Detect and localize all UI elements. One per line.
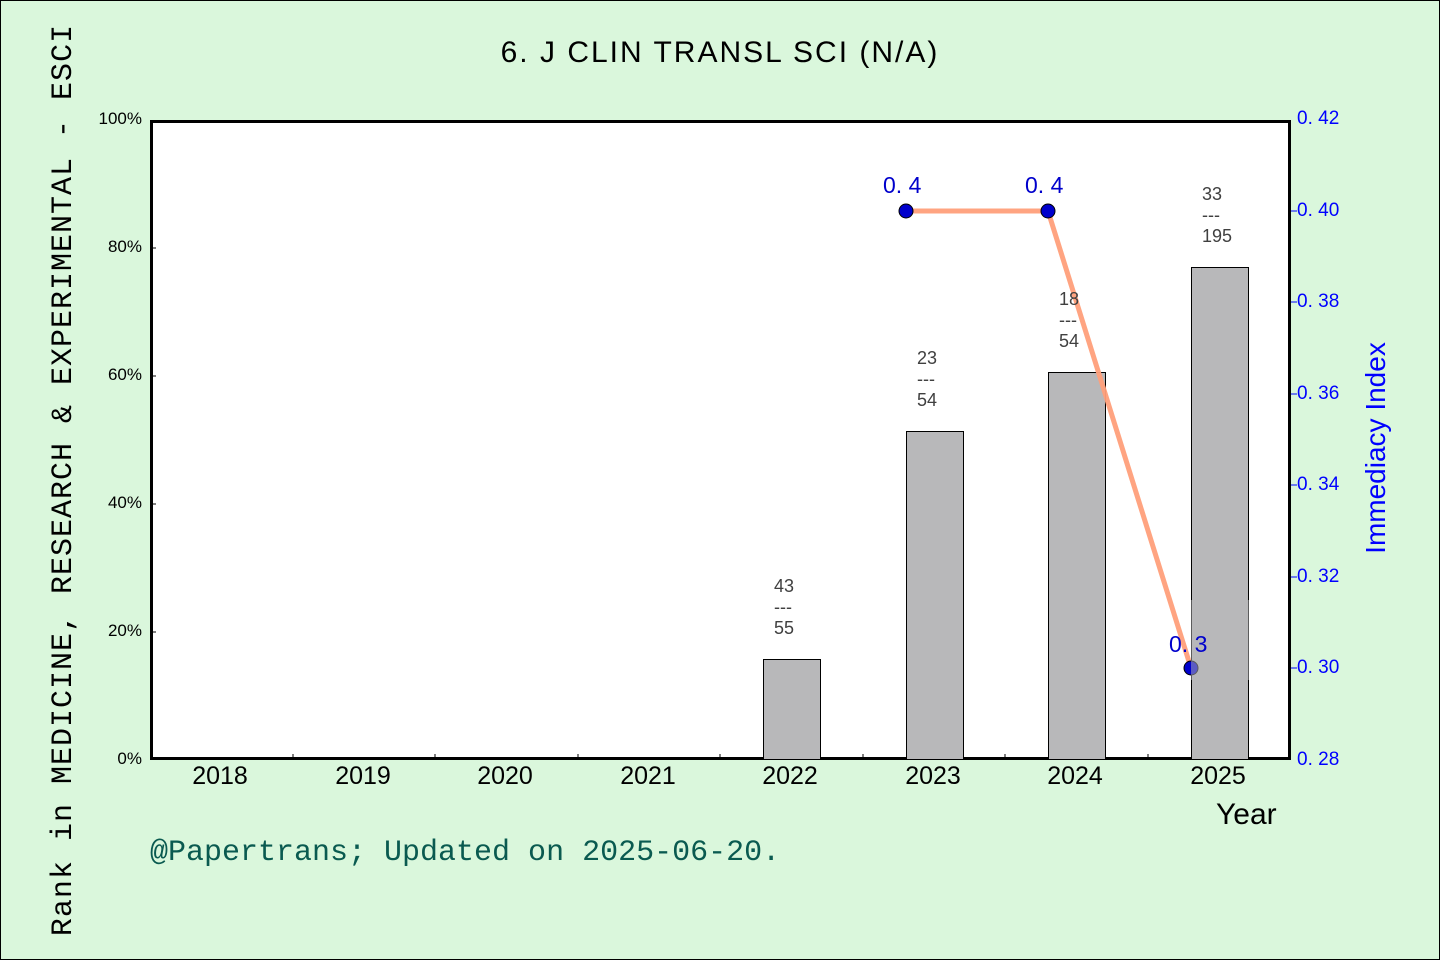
x-tick-2018: 2018	[192, 762, 248, 790]
left-tick-60: 60%	[107, 365, 142, 384]
fraction-label-2022: 43 --- 55	[774, 576, 795, 638]
right-tick-034: 0. 34	[1297, 474, 1340, 495]
right-tick-028: 0. 28	[1297, 749, 1340, 770]
fraction-label-2023: 23 --- 54	[917, 348, 938, 410]
right-tick-042: 0. 42	[1297, 108, 1340, 129]
x-tick-2019: 2019	[335, 762, 391, 790]
footer-credit: @Papertrans; Updated on 2025-06-20.	[150, 836, 781, 870]
x-tick-2021: 2021	[620, 762, 676, 790]
chart-title: 6. J CLIN TRANSL SCI (N/A)	[500, 36, 940, 69]
right-tick-038: 0. 38	[1297, 291, 1340, 312]
left-tick-100: 100%	[98, 109, 142, 128]
left-tick-20: 20%	[107, 621, 142, 640]
x-tick-2023: 2023	[905, 762, 961, 790]
right-tick-032: 0. 32	[1297, 566, 1340, 587]
left-tick-80: 80%	[107, 237, 142, 256]
bar-2023[interactable]	[906, 431, 964, 760]
left-tick-40: 40%	[107, 493, 142, 512]
right-tick-030: 0. 30	[1297, 657, 1340, 678]
left-tick-0: 0%	[117, 749, 142, 768]
fraction-label-2024: 18 --- 54	[1059, 289, 1080, 351]
bar-2022[interactable]	[763, 659, 821, 760]
point-label-2024: 0. 4	[1025, 172, 1064, 198]
x-tick-2024: 2024	[1047, 762, 1103, 790]
right-tick-036: 0. 36	[1297, 383, 1340, 404]
point-label-2025: 0. 3	[1169, 631, 1208, 657]
x-tick-2020: 2020	[477, 762, 533, 790]
x-tick-2025: 2025	[1190, 762, 1246, 790]
right-tick-040: 0. 40	[1297, 200, 1340, 221]
fraction-label-2025: 33 --- 195	[1202, 184, 1233, 246]
x-axis-label: Year	[1216, 798, 1277, 831]
bar-2024[interactable]	[1048, 372, 1106, 760]
x-tick-2022: 2022	[762, 762, 818, 790]
point-label-2023: 0. 4	[883, 172, 922, 198]
